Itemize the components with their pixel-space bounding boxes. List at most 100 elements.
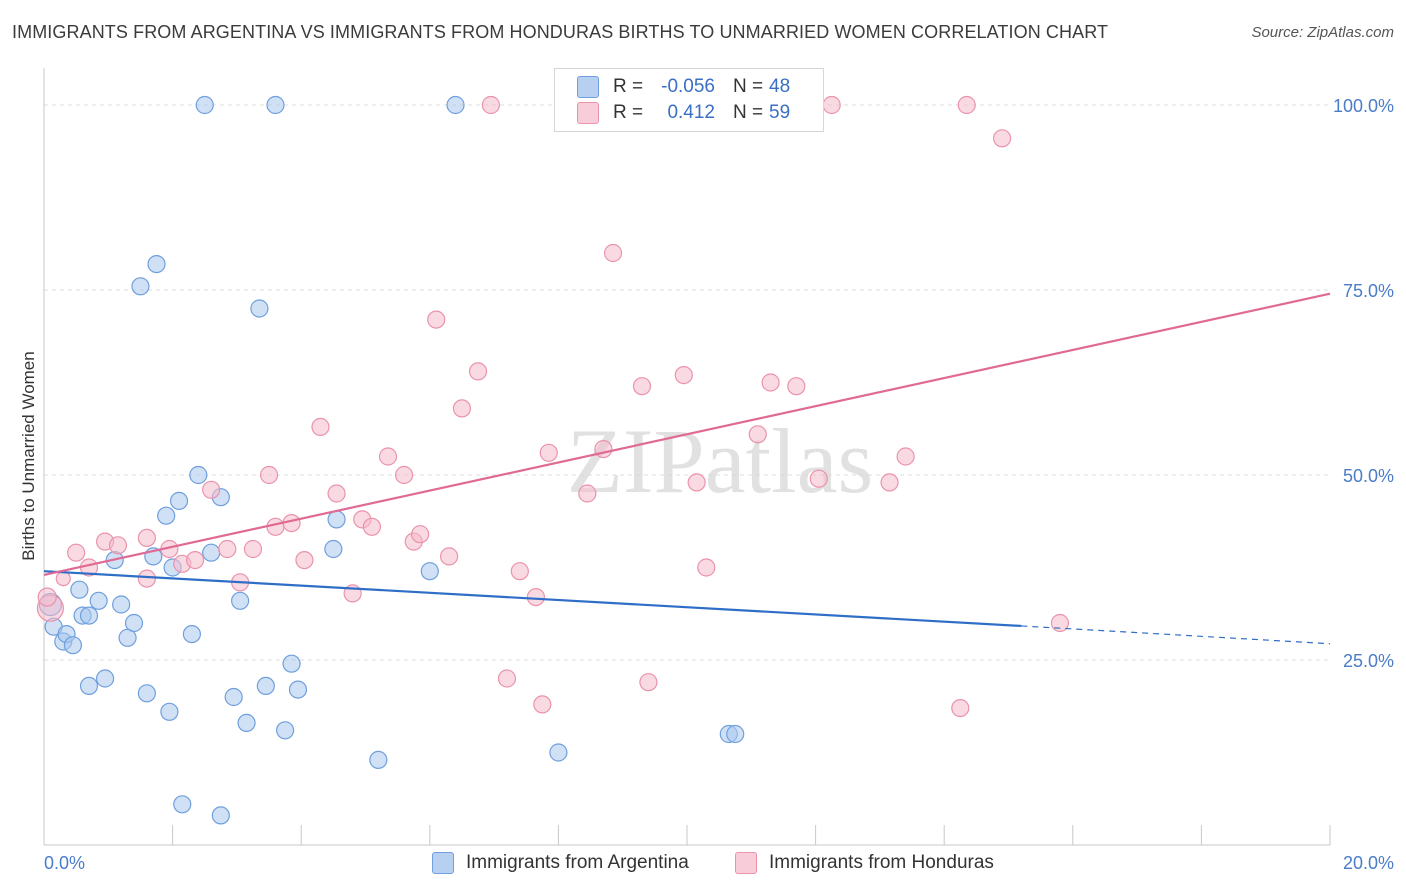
- point-honduras: [259, 465, 279, 485]
- point-argentina: [70, 580, 89, 599]
- legend-swatch-argentina: [432, 852, 454, 874]
- point-honduras: [533, 695, 552, 714]
- trend-line-argentina: [43, 570, 1022, 628]
- point-honduras: [822, 95, 841, 115]
- point-argentina: [420, 562, 439, 581]
- point-honduras: [394, 465, 414, 485]
- point-argentina: [112, 595, 131, 614]
- legend-r-label: R =: [613, 76, 644, 97]
- point-honduras: [186, 550, 205, 570]
- point-argentina: [288, 680, 308, 699]
- x-tick-label-max: 20.0%: [1343, 853, 1394, 873]
- point-honduras: [37, 587, 57, 607]
- point-argentina: [137, 684, 156, 703]
- legend-r-value-argentina: -0.056: [661, 76, 715, 97]
- series-argentina-points: [38, 95, 745, 825]
- point-argentina: [131, 277, 150, 296]
- point-honduras: [639, 673, 658, 692]
- point-argentina: [211, 806, 230, 825]
- point-honduras: [697, 558, 716, 577]
- point-honduras: [67, 543, 86, 562]
- point-honduras: [427, 310, 446, 329]
- point-honduras: [481, 95, 500, 115]
- legend-r-value-honduras: 0.412: [667, 102, 715, 123]
- legend-row-honduras: R = 0.412 N = 59: [577, 101, 790, 125]
- point-argentina: [79, 676, 99, 696]
- point-honduras: [202, 480, 221, 499]
- point-honduras: [594, 440, 613, 459]
- point-honduras: [439, 547, 459, 566]
- point-argentina: [202, 543, 221, 562]
- point-honduras: [632, 377, 652, 396]
- point-honduras: [295, 550, 314, 570]
- point-argentina: [324, 539, 343, 559]
- point-honduras: [674, 366, 693, 385]
- point-honduras: [761, 373, 780, 392]
- point-honduras: [578, 484, 597, 503]
- point-honduras: [1050, 613, 1070, 633]
- point-argentina: [63, 636, 83, 655]
- y-tick-label: 75.0%: [1343, 281, 1394, 301]
- point-honduras: [787, 377, 806, 396]
- legend-item-argentina[interactable]: Immigrants from Argentina: [432, 852, 689, 874]
- point-honduras: [951, 698, 970, 718]
- point-argentina: [237, 713, 256, 733]
- legend-n-value-argentina: 48: [769, 76, 791, 97]
- legend-r-label: R =: [613, 102, 644, 123]
- legend-item-honduras[interactable]: Immigrants from Honduras: [735, 852, 994, 874]
- y-tick-label: 25.0%: [1343, 651, 1394, 671]
- point-honduras: [362, 517, 382, 536]
- y-axis-label: Births to Unmarried Women: [19, 351, 38, 560]
- point-argentina: [89, 591, 108, 610]
- legend-n-value-honduras: 59: [769, 102, 791, 123]
- correlation-legend: R = -0.056 N = 48 R = 0.412 N = 59: [554, 68, 824, 132]
- series-honduras-points: [36, 95, 1070, 718]
- watermark: ZIPatlas: [567, 410, 874, 512]
- x-ticks: [43, 825, 1331, 845]
- point-argentina: [446, 95, 465, 115]
- trend-line-honduras: [43, 292, 1331, 576]
- legend-label-honduras: Immigrants from Honduras: [769, 852, 994, 873]
- point-honduras: [992, 129, 1012, 148]
- point-argentina: [147, 255, 166, 274]
- legend-swatch-honduras: [577, 102, 599, 124]
- point-honduras: [880, 473, 899, 492]
- point-argentina: [231, 591, 250, 610]
- x-tick-label-min: 0.0%: [44, 853, 85, 873]
- legend-label-argentina: Immigrants from Argentina: [466, 852, 689, 873]
- point-argentina: [79, 606, 99, 625]
- point-argentina: [160, 702, 179, 721]
- point-honduras: [896, 447, 915, 466]
- point-honduras: [411, 525, 430, 544]
- legend-swatch-argentina: [577, 76, 599, 98]
- point-argentina: [124, 613, 144, 633]
- series-legend: Immigrants from Argentina Immigrants fro…: [0, 852, 1406, 878]
- trend-lines: [43, 292, 1331, 645]
- legend-n-label: N =: [733, 102, 764, 123]
- point-honduras: [687, 473, 706, 492]
- point-honduras: [243, 539, 263, 559]
- point-argentina: [266, 95, 285, 115]
- point-honduras: [218, 539, 237, 559]
- point-honduras: [510, 562, 529, 581]
- point-argentina: [369, 750, 388, 770]
- point-argentina: [549, 743, 568, 762]
- point-argentina: [224, 687, 243, 707]
- point-honduras: [452, 399, 472, 418]
- point-argentina: [157, 506, 176, 525]
- point-honduras: [311, 417, 330, 436]
- point-argentina: [276, 721, 295, 740]
- trend-line-argentina-extension: [1021, 625, 1331, 645]
- y-tick-labels: 25.0% 50.0% 75.0% 100.0%: [1333, 96, 1394, 671]
- point-honduras: [55, 570, 71, 587]
- point-honduras: [108, 536, 128, 555]
- point-honduras: [539, 443, 558, 462]
- point-argentina: [256, 676, 275, 696]
- point-honduras: [266, 517, 285, 536]
- point-argentina: [726, 724, 745, 744]
- point-argentina: [189, 465, 208, 485]
- point-honduras: [603, 243, 623, 263]
- chart-title: IMMIGRANTS FROM ARGENTINA VS IMMIGRANTS …: [12, 22, 1109, 42]
- point-argentina: [195, 95, 214, 115]
